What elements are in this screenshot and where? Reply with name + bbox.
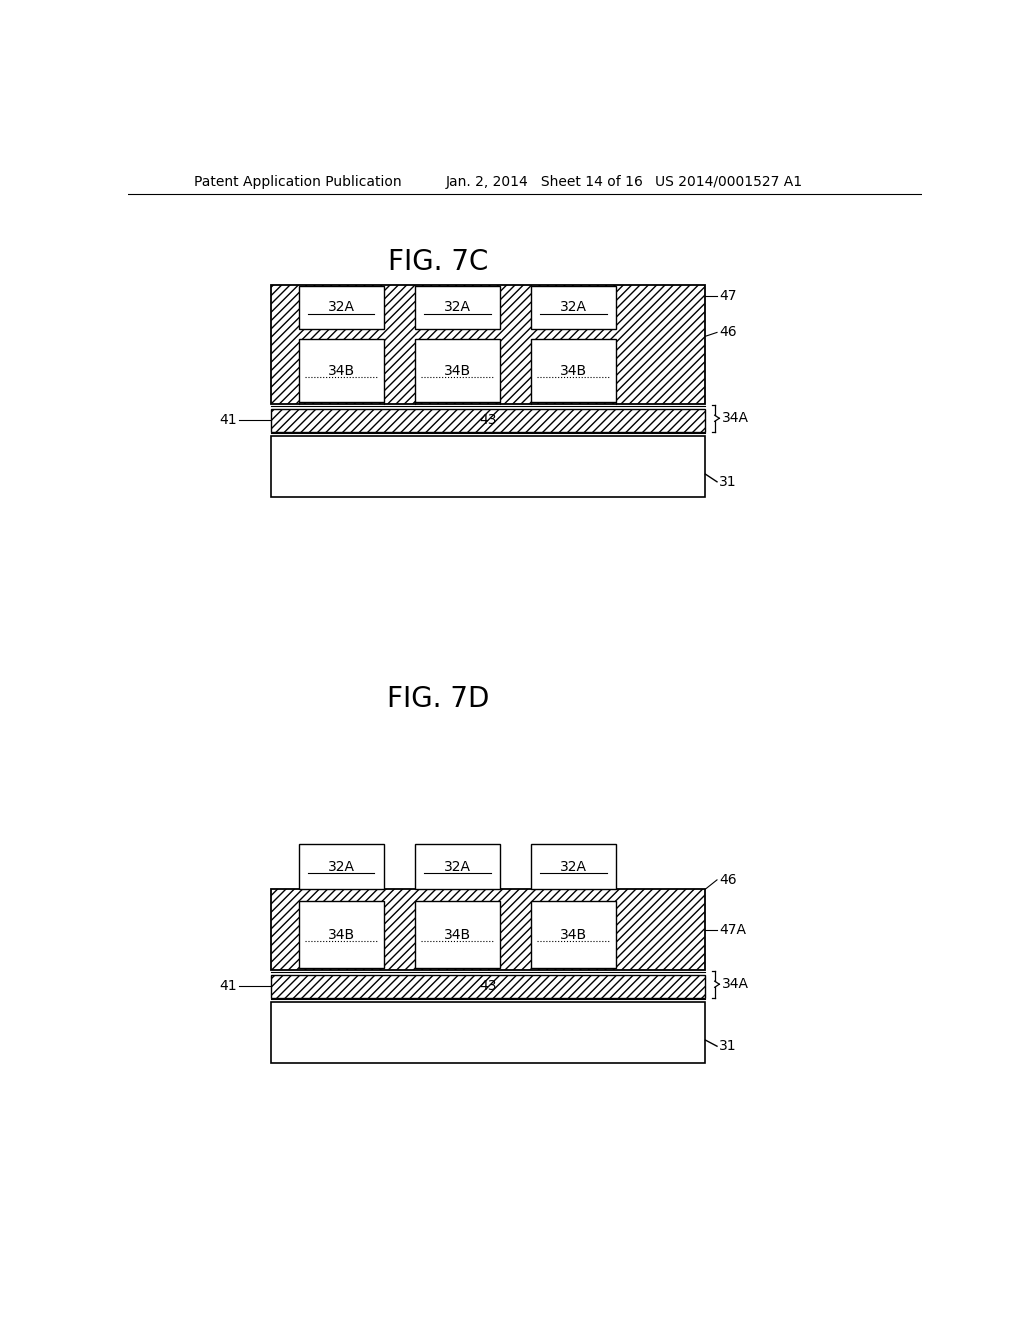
Bar (271, 890, 706, 970)
Bar (271, 974, 706, 998)
Text: 32A: 32A (328, 859, 354, 874)
Text: Jan. 2, 2014   Sheet 14 of 16: Jan. 2, 2014 Sheet 14 of 16 (445, 174, 644, 189)
Text: 34B: 34B (443, 928, 471, 941)
Text: 34B: 34B (560, 364, 587, 378)
Text: 31: 31 (719, 1039, 737, 1053)
Bar (531, 845, 616, 890)
Text: US 2014/0001527 A1: US 2014/0001527 A1 (655, 174, 802, 189)
Text: Patent Application Publication: Patent Application Publication (194, 174, 401, 189)
Text: 32A: 32A (443, 859, 471, 874)
Bar (299, 900, 384, 969)
Bar (415, 286, 500, 329)
Text: 46: 46 (719, 326, 737, 339)
Bar (271, 285, 706, 404)
Text: 47: 47 (719, 289, 737, 304)
Text: 41: 41 (219, 979, 237, 993)
Text: 47A: 47A (719, 923, 746, 937)
Bar (299, 845, 384, 890)
Bar (531, 900, 616, 969)
Text: 34A: 34A (722, 412, 750, 425)
Text: 43: 43 (479, 979, 497, 993)
Bar (299, 339, 384, 403)
Text: 34B: 34B (328, 928, 354, 941)
Text: 46: 46 (719, 873, 737, 887)
Text: 32A: 32A (328, 301, 354, 314)
Bar (531, 286, 616, 329)
Text: 32A: 32A (560, 301, 587, 314)
Text: 34B: 34B (328, 364, 354, 378)
Text: 32A: 32A (560, 859, 587, 874)
Bar (299, 286, 384, 329)
Bar (415, 339, 500, 403)
Bar (415, 900, 500, 969)
Text: 41: 41 (219, 413, 237, 428)
Text: 34B: 34B (443, 364, 471, 378)
Bar (271, 1002, 706, 1063)
Text: 32A: 32A (443, 301, 471, 314)
Bar (271, 436, 706, 498)
Text: 34A: 34A (722, 977, 750, 991)
Text: FIG. 7D: FIG. 7D (387, 685, 489, 713)
Text: 31: 31 (719, 475, 737, 488)
Bar (531, 339, 616, 403)
Text: 43: 43 (479, 413, 497, 428)
Bar (271, 409, 706, 432)
Text: 34B: 34B (560, 928, 587, 941)
Bar (415, 845, 500, 890)
Text: FIG. 7C: FIG. 7C (388, 248, 488, 276)
